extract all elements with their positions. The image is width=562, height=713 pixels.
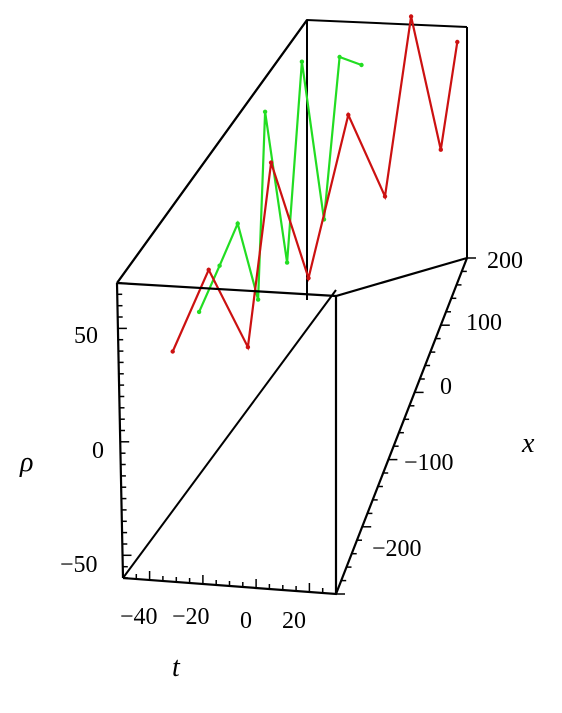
series-point-0-5 xyxy=(284,260,290,265)
series-point-1-6 xyxy=(382,194,388,199)
x-tick-label: 200 xyxy=(487,248,523,274)
series-point-1-0 xyxy=(170,349,175,354)
series-point-0-8 xyxy=(337,54,342,60)
tick-layer xyxy=(117,257,476,595)
x-tick-label: 100 xyxy=(466,310,502,336)
t-tick-label: 20 xyxy=(282,608,306,634)
rho-tick-labels: 50 0 −50 xyxy=(60,323,104,578)
series-layer xyxy=(170,14,460,354)
t-tick-label: −20 xyxy=(172,604,210,630)
series-point-1-2 xyxy=(245,344,251,350)
box-front xyxy=(115,19,469,596)
series-point-1-1 xyxy=(206,267,211,272)
series-point-1-3 xyxy=(268,160,274,165)
rho-tick-label: 50 xyxy=(74,323,98,349)
t-axis-label: t xyxy=(172,652,181,683)
series-point-1-7 xyxy=(408,14,414,19)
series-point-0-4 xyxy=(262,109,268,115)
t-tick-label: 0 xyxy=(240,608,252,634)
series-point-1-9 xyxy=(455,39,460,45)
series-point-0-3 xyxy=(255,297,261,302)
rho-tick-label: −50 xyxy=(60,552,98,578)
x-axis-label: x xyxy=(521,428,535,459)
series-point-0-1 xyxy=(217,263,222,268)
series-point-0-6 xyxy=(299,59,305,64)
series-point-0-2 xyxy=(235,221,240,226)
series-point-0-9 xyxy=(359,62,364,68)
box-back xyxy=(116,18,468,579)
rho-axis-label: ρ xyxy=(19,447,33,478)
x-tick-label: 0 xyxy=(440,374,452,400)
series-point-1-5 xyxy=(346,112,351,118)
series-point-0-0 xyxy=(196,309,202,315)
t-tick-labels: −40 −20 0 20 xyxy=(120,604,306,634)
series-line-0 xyxy=(198,55,362,313)
t-tick-label: −40 xyxy=(120,604,158,630)
x-tick-labels: 200 100 0 −100 −200 xyxy=(372,248,523,562)
series-point-1-8 xyxy=(438,147,443,152)
rho-tick-label: 0 xyxy=(92,438,104,464)
x-tick-label: −200 xyxy=(372,536,422,562)
series-point-1-4 xyxy=(306,275,311,281)
x-tick-label: −100 xyxy=(404,450,454,476)
series-line-1 xyxy=(171,16,459,352)
